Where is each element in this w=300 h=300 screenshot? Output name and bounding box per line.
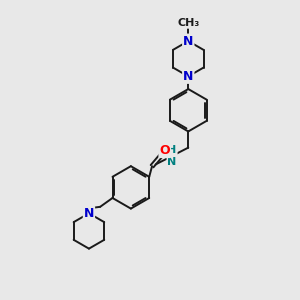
Text: O: O — [159, 144, 170, 157]
Text: N: N — [183, 34, 194, 48]
Text: N: N — [84, 207, 94, 220]
Text: CH₃: CH₃ — [177, 18, 200, 28]
Text: H
N: H N — [167, 145, 177, 167]
Text: N: N — [183, 70, 194, 83]
